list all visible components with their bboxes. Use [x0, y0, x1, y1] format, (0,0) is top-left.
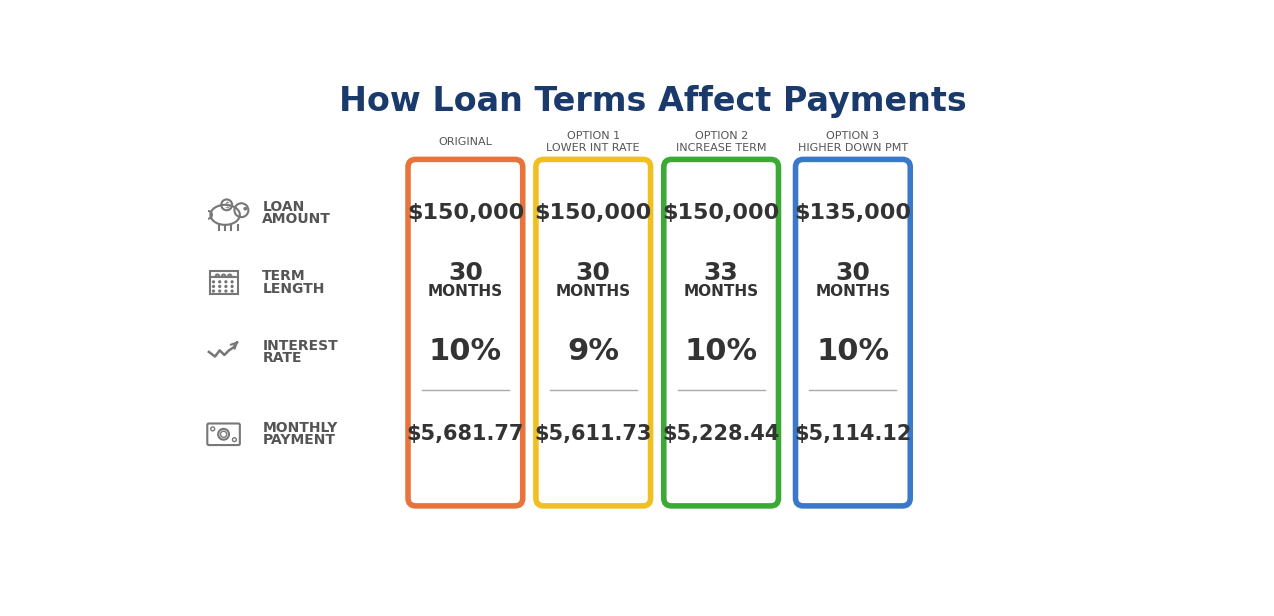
Text: ORIGINAL: ORIGINAL [438, 137, 492, 147]
Text: $150,000: $150,000 [535, 203, 652, 223]
Text: 33: 33 [703, 261, 739, 285]
Text: 10%: 10% [684, 338, 758, 367]
Text: MONTHLY: MONTHLY [262, 421, 338, 435]
Text: RATE: RATE [262, 351, 302, 365]
Text: $: $ [224, 200, 229, 209]
Text: MONTHS: MONTHS [555, 285, 631, 299]
Circle shape [231, 290, 233, 292]
Text: OPTION 2: OPTION 2 [694, 131, 748, 141]
FancyBboxPatch shape [795, 160, 910, 506]
Circle shape [225, 290, 227, 292]
Circle shape [219, 285, 220, 287]
Text: 30: 30 [576, 261, 610, 285]
Text: MONTHS: MONTHS [815, 285, 891, 299]
Text: $5,681.77: $5,681.77 [406, 424, 524, 444]
Text: 9%: 9% [567, 338, 619, 367]
Text: PAYMENT: PAYMENT [262, 434, 335, 447]
Text: 10%: 10% [817, 338, 889, 367]
Text: INTEREST: INTEREST [262, 339, 338, 353]
Text: HIGHER DOWN PMT: HIGHER DOWN PMT [798, 143, 908, 153]
Text: 30: 30 [836, 261, 870, 285]
Circle shape [225, 285, 227, 287]
Text: MONTHS: MONTHS [684, 285, 759, 299]
Text: $135,000: $135,000 [795, 203, 911, 223]
Text: INCREASE TERM: INCREASE TERM [676, 143, 767, 153]
Text: LOAN: LOAN [262, 200, 304, 214]
Circle shape [213, 285, 214, 287]
Text: LENGTH: LENGTH [262, 282, 325, 296]
Text: TERM: TERM [262, 269, 306, 283]
FancyBboxPatch shape [408, 160, 522, 506]
Circle shape [213, 281, 214, 283]
Circle shape [245, 208, 246, 210]
Text: OPTION 3: OPTION 3 [827, 131, 879, 141]
Circle shape [219, 281, 220, 283]
Circle shape [231, 281, 233, 283]
Circle shape [219, 290, 220, 292]
Text: AMOUNT: AMOUNT [262, 213, 331, 227]
FancyBboxPatch shape [536, 160, 651, 506]
Text: 30: 30 [448, 261, 483, 285]
Text: LOWER INT RATE: LOWER INT RATE [547, 143, 640, 153]
Circle shape [213, 290, 214, 292]
Text: 10%: 10% [429, 338, 502, 367]
Text: $5,611.73: $5,611.73 [535, 424, 652, 444]
Text: OPTION 1: OPTION 1 [567, 131, 620, 141]
Circle shape [225, 281, 227, 283]
Text: How Loan Terms Affect Payments: How Loan Terms Affect Payments [339, 85, 967, 118]
Text: MONTHS: MONTHS [428, 285, 503, 299]
Text: $5,228.44: $5,228.44 [662, 424, 780, 444]
Text: $5,114.12: $5,114.12 [794, 424, 912, 444]
Text: $150,000: $150,000 [662, 203, 780, 223]
FancyBboxPatch shape [664, 160, 778, 506]
Text: $150,000: $150,000 [406, 203, 524, 223]
Circle shape [231, 285, 233, 287]
